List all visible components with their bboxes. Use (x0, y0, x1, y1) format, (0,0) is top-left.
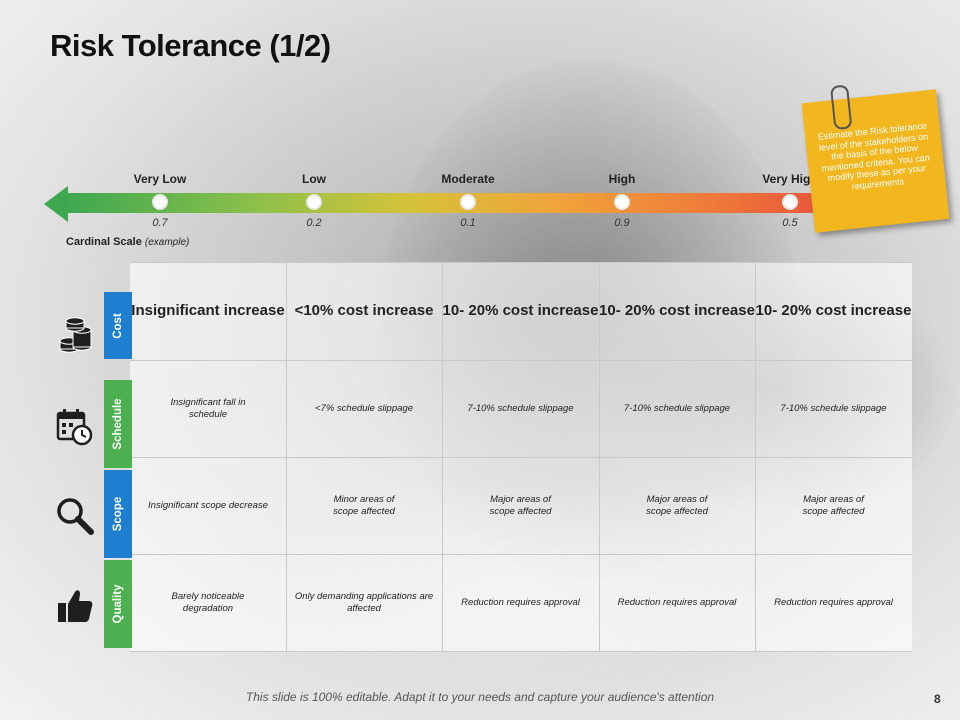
magnifier-icon (57, 498, 94, 535)
scale-gradient-bar (66, 193, 826, 213)
scale-value: 0.9 (614, 217, 630, 229)
slide-title: Risk Tolerance (1/2) (50, 28, 331, 63)
calendar-clock-icon (56, 409, 93, 446)
scale-marker (460, 194, 476, 210)
scale-marker (306, 194, 322, 210)
scale-level-moderate: Moderate (441, 172, 495, 186)
table-cell: 7-10% schedule slippage (780, 402, 887, 414)
table-cell: 10- 20% cost increase (599, 302, 755, 319)
scale-level-high: High (608, 172, 636, 186)
table-divider (130, 457, 912, 458)
scale-level-very-high: Very High (762, 172, 818, 186)
scale-caption: Cardinal Scale (example) (66, 236, 189, 248)
table-divider (755, 262, 756, 652)
table-cell: Reduction requires approval (774, 596, 893, 608)
row-label-scope: Scope (104, 470, 132, 558)
row-label-cost: Cost (104, 292, 132, 359)
table-cell: Major areas of scope affected (646, 493, 708, 517)
scale-value: 0.7 (152, 217, 168, 229)
table-cell: 10- 20% cost increase (442, 302, 599, 319)
table-cell: <10% cost increase (294, 302, 434, 319)
footer-note: This slide is 100% editable. Adapt it to… (245, 690, 715, 704)
scale-arrow-head (44, 186, 68, 222)
table-cell: Barely noticeable degradation (171, 590, 245, 614)
table-cell: Reduction requires approval (461, 596, 580, 608)
table-divider (599, 262, 600, 652)
table-divider (286, 262, 287, 652)
table-divider (130, 651, 912, 652)
table-cell: Major areas of scope affected (489, 493, 552, 517)
table-divider (130, 262, 912, 263)
scale-marker (152, 194, 168, 210)
table-divider (130, 554, 912, 555)
paperclip-icon (829, 84, 853, 131)
table-cell: <7% schedule slippage (315, 402, 413, 414)
scale-level-very-low: Very Low (133, 172, 187, 186)
table-cell: Insignificant increase (131, 302, 285, 319)
sticky-note: Estimate the Risk tolerance level of the… (801, 84, 950, 233)
table-cell: 7-10% schedule slippage (623, 402, 731, 414)
row-label-schedule: Schedule (104, 380, 132, 468)
table-cell: Only demanding applications are affected (294, 590, 434, 614)
table-cell: Reduction requires approval (617, 596, 737, 608)
thumbs-up-icon (58, 590, 93, 622)
table-cell: Major areas of scope affected (802, 493, 865, 517)
table-cell: 10- 20% cost increase (755, 302, 912, 319)
scale-marker (614, 194, 630, 210)
sticky-note-text: Estimate the Risk tolerance level of the… (817, 120, 931, 192)
scale-caption-main: Cardinal Scale (66, 236, 142, 248)
coins-icon (59, 317, 92, 353)
scale-value: 0.2 (306, 217, 322, 229)
scale-level-low: Low (302, 172, 326, 186)
table-divider (442, 262, 443, 652)
scale-value: 0.1 (460, 217, 476, 229)
table-cell: 7-10% schedule slippage (467, 402, 574, 414)
scale-marker (782, 194, 798, 210)
table-cell: Insignificant scope decrease (148, 499, 268, 511)
scale-value: 0.5 (782, 217, 798, 229)
row-label-quality: Quality (104, 560, 132, 648)
table-divider (130, 360, 912, 361)
page-number: 8 (934, 692, 941, 706)
table-cell: Minor areas of scope affected (333, 493, 395, 517)
scale-caption-sub: (example) (144, 237, 190, 248)
table-cell: Insignificant fall in schedule (170, 396, 246, 420)
